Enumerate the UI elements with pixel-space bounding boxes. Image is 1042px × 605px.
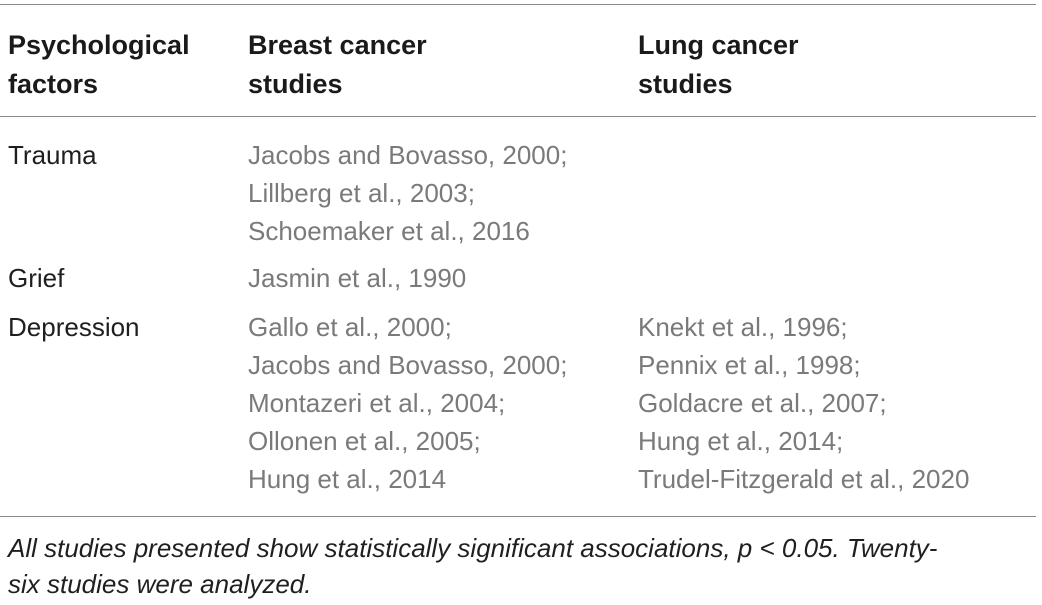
citation: Lillberg et al., 2003;: [248, 178, 475, 208]
citation: Jacobs and Bovasso, 2000;: [248, 350, 568, 380]
citation: Hung et al., 2014: [248, 464, 447, 494]
table-top-rule: [0, 4, 1036, 5]
header-lung-line-2: studies: [638, 69, 733, 99]
row-depression-breast-studies: Gallo et al., 2000; Jacobs and Bovasso, …: [248, 308, 567, 498]
row-depression-lung-studies: Knekt et al., 1996; Pennix et al., 1998;…: [638, 308, 969, 498]
citation: Hung et al., 2014;: [638, 426, 844, 456]
citation: Gallo et al., 2000;: [248, 312, 452, 342]
citation: Schoemaker et al., 2016: [248, 216, 530, 246]
row-grief-factor: Grief: [8, 263, 65, 293]
citation: Trudel-Fitzgerald et al., 2020: [638, 464, 970, 494]
footnote-line-2: six studies were analyzed.: [8, 569, 312, 599]
citation: Pennix et al., 1998;: [638, 350, 861, 380]
citation: Jasmin et al., 1990: [248, 263, 467, 293]
header-breast-line-2: studies: [248, 69, 343, 99]
header-breast-line-1: Breast cancer: [248, 30, 427, 60]
table-footnote: All studies presented show statistically…: [8, 530, 1033, 602]
table-bottom-rule: [0, 516, 1036, 517]
header-lung-cancer-studies: Lung cancer studies: [638, 26, 799, 104]
citation: Jacobs and Bovasso, 2000;: [248, 140, 568, 170]
row-grief-breast-studies: Jasmin et al., 1990: [248, 259, 466, 297]
table-header-rule: [0, 116, 1036, 117]
citation: Montazeri et al., 2004;: [248, 388, 506, 418]
citation: Goldacre et al., 2007;: [638, 388, 887, 418]
citation: Ollonen et al., 2005;: [248, 426, 481, 456]
row-trauma-breast-studies: Jacobs and Bovasso, 2000; Lillberg et al…: [248, 136, 567, 250]
header-psychological-factors: Psychological factors: [8, 26, 190, 104]
citation: Knekt et al., 1996;: [638, 312, 848, 342]
header-lung-line-1: Lung cancer: [638, 30, 799, 60]
footnote-line-1: All studies presented show statistically…: [8, 533, 938, 563]
row-trauma-factor: Trauma: [8, 140, 97, 170]
header-factor-line-1: Psychological: [8, 30, 190, 60]
header-breast-cancer-studies: Breast cancer studies: [248, 26, 427, 104]
row-depression-factor: Depression: [8, 312, 140, 342]
header-factor-line-2: factors: [8, 69, 99, 99]
